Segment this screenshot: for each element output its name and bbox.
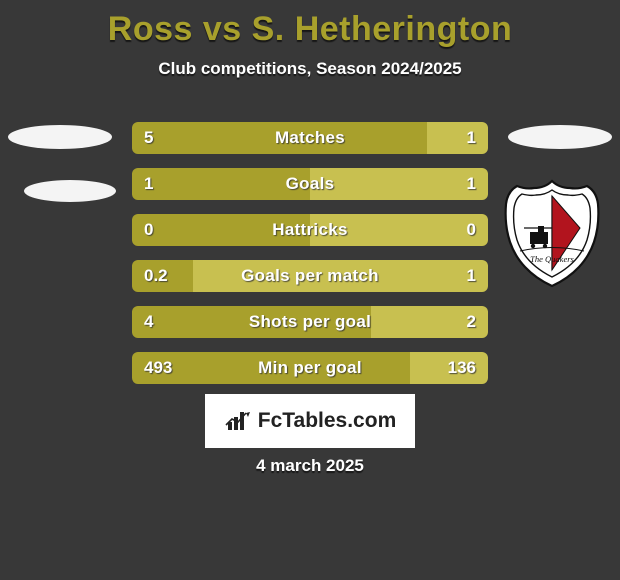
bar-label: Matches [132, 122, 488, 154]
page-subtitle: Club competitions, Season 2024/2025 [0, 59, 620, 79]
bar-label: Goals per match [132, 260, 488, 292]
date-label: 4 march 2025 [0, 456, 620, 476]
player-left-photo-placeholder-bottom [24, 180, 116, 202]
branding-text: FcTables.com [258, 409, 397, 433]
page-title: Ross vs S. Hetherington [0, 0, 620, 49]
bar-label: Shots per goal [132, 306, 488, 338]
badge-motto: The Quakers [530, 254, 574, 264]
bar-row: 0.21Goals per match [132, 260, 488, 292]
player-left-photo-placeholder-top [8, 125, 112, 149]
fctables-logo-icon [224, 410, 252, 432]
player-right-photo-placeholder [508, 125, 612, 149]
bar-row: 493136Min per goal [132, 352, 488, 384]
bar-row: 51Matches [132, 122, 488, 154]
bar-row: 11Goals [132, 168, 488, 200]
comparison-bar-chart: 51Matches 11Goals 00Hattricks 0.21Goals per… [132, 122, 488, 398]
bar-label: Min per goal [132, 352, 488, 384]
bar-label: Hattricks [132, 214, 488, 246]
bar-label: Goals [132, 168, 488, 200]
branding-banner: FcTables.com [205, 394, 415, 448]
bar-row: 42Shots per goal [132, 306, 488, 338]
club-badge-icon: The Quakers [502, 178, 602, 288]
bar-row: 00Hattricks [132, 214, 488, 246]
